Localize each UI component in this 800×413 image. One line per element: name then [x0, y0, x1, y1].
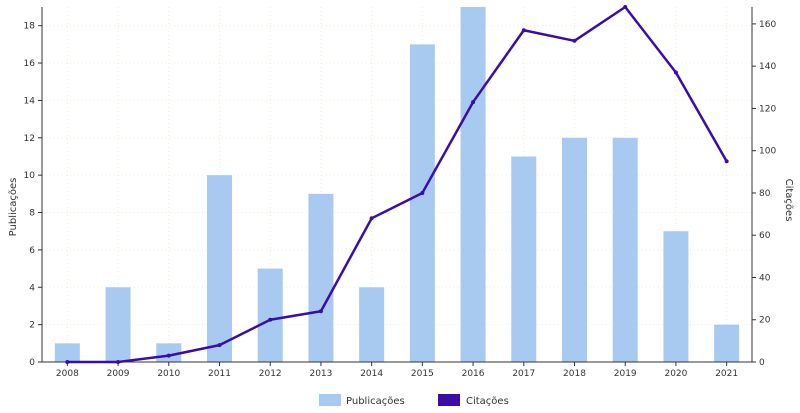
y-right-tick-label-20: 20 — [759, 316, 771, 326]
x-tick-label-2011: 2011 — [208, 369, 231, 379]
y-right-tick-label-140: 140 — [759, 62, 776, 72]
x-tick-label-2010: 2010 — [157, 369, 180, 379]
point-citacoes-2021[interactable] — [724, 159, 729, 164]
point-citacoes-2019[interactable] — [623, 5, 628, 9]
y-axis-right-title: Citações — [783, 179, 794, 222]
y-left-tick-label-4: 4 — [29, 283, 35, 293]
x-tick-label-2017: 2017 — [512, 369, 535, 379]
x-tick-label-2020: 2020 — [664, 369, 687, 379]
bar-publicacoes-2018[interactable] — [562, 137, 587, 362]
y-left-tick-label-18: 18 — [24, 22, 36, 32]
point-citacoes-2012[interactable] — [268, 317, 273, 322]
bar-publicacoes-2013[interactable] — [308, 193, 334, 362]
y-right-tick-label-60: 60 — [759, 231, 771, 241]
y-left-tick-label-14: 14 — [24, 96, 36, 106]
y-left-tick-label-0: 0 — [29, 358, 35, 368]
y-right-tick-label-0: 0 — [759, 358, 765, 368]
x-tick-label-2016: 2016 — [462, 369, 485, 379]
point-citacoes-2018[interactable] — [572, 38, 577, 43]
y-axis-left-title: Publicações — [8, 178, 19, 237]
y-left-tick-label-8: 8 — [29, 209, 35, 219]
point-citacoes-2008[interactable] — [65, 360, 70, 364]
x-tick-label-2013: 2013 — [309, 369, 332, 379]
point-citacoes-2015[interactable] — [420, 190, 425, 195]
x-tick-label-2012: 2012 — [259, 369, 282, 379]
y-left-tick-label-2: 2 — [29, 321, 35, 331]
x-tick-label-2008: 2008 — [56, 369, 79, 379]
x-tick-label-2018: 2018 — [563, 369, 586, 379]
bar-publicacoes-2009[interactable] — [105, 287, 131, 362]
grid-layer — [42, 7, 752, 363]
y-right-tick-label-40: 40 — [759, 273, 771, 283]
bar-publicacoes-2015[interactable] — [409, 44, 435, 363]
point-citacoes-2020[interactable] — [673, 70, 678, 75]
legend-swatch-citacoes — [438, 394, 460, 406]
x-tick-label-2009: 2009 — [107, 369, 130, 379]
bar-publicacoes-2017[interactable] — [511, 156, 537, 362]
bar-publicacoes-2016[interactable] — [460, 7, 486, 362]
point-citacoes-2014[interactable] — [369, 216, 374, 221]
y-right-tick-label-80: 80 — [759, 189, 771, 199]
legend: Publicações Citações — [319, 394, 509, 407]
point-citacoes-2016[interactable] — [471, 100, 476, 105]
legend-item-publicacoes[interactable]: Publicações — [319, 394, 405, 407]
y-right-tick-label-100: 100 — [759, 147, 776, 157]
legend-label-publicacoes: Publicações — [346, 396, 405, 407]
y-left-tick-label-6: 6 — [29, 246, 35, 256]
y-left-tick-label-16: 16 — [24, 59, 36, 69]
y-right-tick-label-160: 160 — [759, 20, 776, 30]
legend-swatch-publicacoes — [319, 394, 341, 406]
x-tick-label-2021: 2021 — [715, 369, 738, 379]
y-right-tick-label-120: 120 — [759, 104, 776, 114]
x-tick-label-2014: 2014 — [360, 369, 383, 379]
x-tick-label-2015: 2015 — [411, 369, 434, 379]
point-citacoes-2011[interactable] — [217, 343, 222, 348]
y-left-tick-label-12: 12 — [24, 134, 35, 144]
bar-publicacoes-2021[interactable] — [714, 324, 740, 362]
point-citacoes-2017[interactable] — [521, 28, 526, 33]
bar-publicacoes-2012[interactable] — [257, 268, 283, 362]
bar-publicacoes-2011[interactable] — [207, 175, 232, 362]
bar-publicacoes-2008[interactable] — [54, 343, 80, 362]
bar-publicacoes-2014[interactable] — [359, 287, 385, 362]
bar-publicacoes-2019[interactable] — [612, 137, 638, 362]
legend-label-citacoes: Citações — [466, 396, 509, 407]
bar-publicacoes-2020[interactable] — [663, 231, 689, 362]
point-citacoes-2013[interactable] — [318, 309, 323, 314]
legend-item-citacoes[interactable]: Citações — [438, 394, 509, 407]
x-tick-label-2019: 2019 — [614, 369, 637, 379]
line-layer — [65, 5, 729, 364]
axes-layer: 0 2 4 6 8 10 12 14 16 18 0 20 40 60 80 100 120 140 160 2008… — [24, 7, 776, 379]
line-citacoes — [67, 5, 728, 364]
point-citacoes-2010[interactable] — [166, 353, 171, 358]
y-left-tick-label-10: 10 — [24, 171, 36, 181]
bars-layer — [54, 7, 740, 363]
point-citacoes-2009[interactable] — [116, 360, 121, 364]
